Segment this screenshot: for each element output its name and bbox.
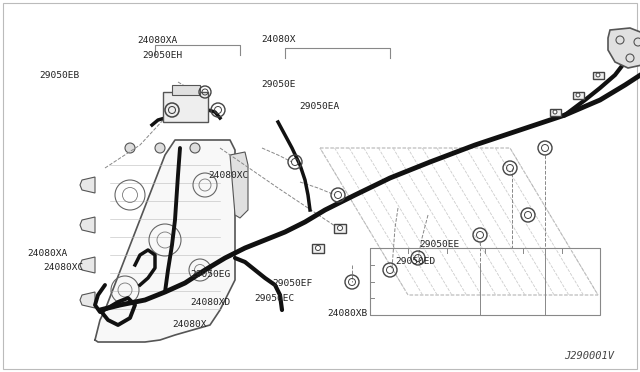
Text: 24080XC: 24080XC <box>44 263 84 272</box>
Text: 29050EG: 29050EG <box>191 270 231 279</box>
Circle shape <box>155 143 165 153</box>
Circle shape <box>553 110 557 114</box>
Circle shape <box>576 93 580 97</box>
Bar <box>172 85 200 95</box>
Text: 24080XA: 24080XA <box>27 249 67 258</box>
Bar <box>163 92 208 122</box>
Text: 24080XC: 24080XC <box>208 171 248 180</box>
Polygon shape <box>608 28 640 68</box>
Polygon shape <box>80 217 95 233</box>
Text: J290001V: J290001V <box>564 351 614 361</box>
Polygon shape <box>80 177 95 193</box>
Bar <box>573 92 584 99</box>
Circle shape <box>337 225 342 231</box>
Text: 29050EB: 29050EB <box>40 71 80 80</box>
Polygon shape <box>80 257 95 273</box>
Bar <box>312 244 324 253</box>
Text: 29050ED: 29050ED <box>396 257 436 266</box>
Text: 24080XD: 24080XD <box>191 298 231 307</box>
Text: 29050EF: 29050EF <box>272 279 312 288</box>
Circle shape <box>190 143 200 153</box>
Polygon shape <box>80 292 95 308</box>
Polygon shape <box>230 152 248 218</box>
Bar <box>370 248 600 315</box>
Bar <box>334 224 346 232</box>
Text: 24080XA: 24080XA <box>138 36 178 45</box>
Text: 24080X: 24080X <box>261 35 296 44</box>
Text: 29050EA: 29050EA <box>300 102 340 110</box>
Text: 29050E: 29050E <box>261 80 296 89</box>
Polygon shape <box>95 140 235 342</box>
Circle shape <box>316 246 321 250</box>
Bar <box>593 71 604 78</box>
Text: 29050EC: 29050EC <box>255 294 295 303</box>
Text: 24080X: 24080X <box>173 320 207 329</box>
Bar <box>550 109 561 115</box>
Circle shape <box>596 73 600 77</box>
Text: 24080XB: 24080XB <box>328 309 368 318</box>
Text: 29050EE: 29050EE <box>419 240 460 249</box>
Circle shape <box>125 143 135 153</box>
Text: 29050EH: 29050EH <box>142 51 182 60</box>
